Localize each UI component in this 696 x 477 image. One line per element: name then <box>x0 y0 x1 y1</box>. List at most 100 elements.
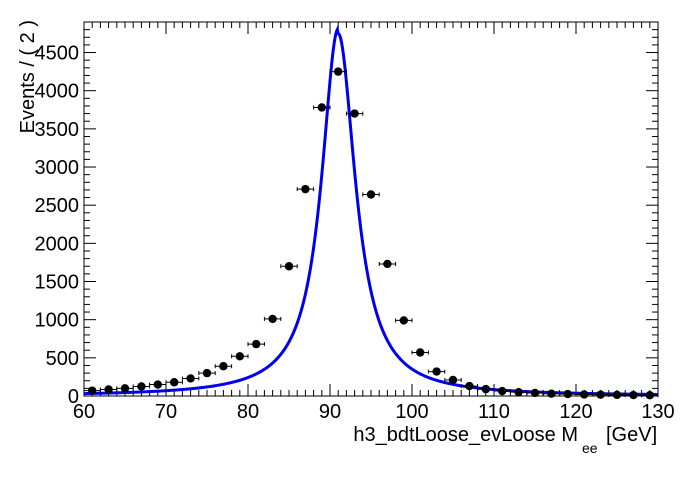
data-marker <box>448 375 458 385</box>
y-axis-tick-labels: 0 500 1000 1500 2000 2500 3000 3500 4000 4500 <box>35 43 80 408</box>
plot-frame <box>83 21 659 397</box>
x-tick-label: 130 <box>641 401 674 423</box>
data-marker <box>547 389 556 398</box>
data-point <box>444 375 462 385</box>
data-point <box>395 316 413 325</box>
x-tick-label: 80 <box>237 401 259 423</box>
data-point <box>591 390 610 399</box>
data-point <box>378 259 397 269</box>
data-point <box>132 382 151 391</box>
data-marker <box>88 386 97 395</box>
y-axis-ticks <box>84 21 658 397</box>
x-axis-tick-labels: 60 70 80 90 100 110 120 130 <box>73 401 675 423</box>
data-marker <box>235 352 244 361</box>
data-marker <box>284 262 294 271</box>
data-marker <box>219 362 228 371</box>
y-tick-label: 0 <box>68 386 79 408</box>
data-marker <box>170 378 179 387</box>
data-point <box>231 352 249 361</box>
data-point <box>329 67 347 76</box>
data-point <box>427 367 446 376</box>
data-point <box>280 262 298 271</box>
y-tick-label: 3000 <box>35 157 80 179</box>
fit-curve-layer <box>83 24 659 396</box>
data-marker <box>383 259 392 269</box>
data-marker <box>596 390 605 399</box>
data-point <box>214 362 233 371</box>
data-marker <box>252 339 261 349</box>
data-marker <box>350 109 359 118</box>
data-point <box>247 339 265 349</box>
data-point <box>116 384 134 393</box>
x-tick-label: 60 <box>73 401 95 423</box>
data-marker <box>120 384 130 393</box>
y-tick-label: 3500 <box>35 119 80 141</box>
data-point <box>313 103 331 112</box>
data-marker <box>432 367 441 376</box>
y-tick-label: 500 <box>46 348 79 370</box>
data-point <box>641 391 659 400</box>
data-point <box>575 390 593 399</box>
y-tick-label: 4500 <box>35 43 80 65</box>
data-marker <box>334 67 343 76</box>
data-marker <box>399 316 408 325</box>
data-point <box>526 388 544 398</box>
data-marker <box>465 381 474 391</box>
data-marker <box>137 382 146 391</box>
x-tick-label: 90 <box>319 401 341 423</box>
data-point <box>345 109 364 118</box>
y-tick-label: 4000 <box>35 81 80 103</box>
y-tick-label: 2500 <box>35 195 80 217</box>
data-points-layer <box>83 67 659 400</box>
data-marker <box>186 374 195 383</box>
fit-curve <box>83 24 659 396</box>
x-tick-label: 100 <box>395 401 428 423</box>
data-marker <box>481 384 490 394</box>
data-point <box>198 368 216 378</box>
data-point <box>411 348 429 357</box>
data-marker <box>530 388 540 398</box>
data-marker <box>153 380 162 389</box>
data-marker <box>268 314 277 324</box>
data-point <box>181 374 200 383</box>
data-point <box>493 386 511 396</box>
x-tick-label: 70 <box>155 401 177 423</box>
data-marker <box>317 103 326 112</box>
data-point <box>263 314 282 324</box>
data-marker <box>498 386 507 396</box>
data-marker <box>202 368 212 378</box>
data-marker <box>580 390 589 399</box>
x-axis-ticks <box>83 22 659 396</box>
data-marker <box>563 389 572 399</box>
data-point <box>542 389 561 398</box>
x-axis-label-main: h3_bdtLoose_evLoose M <box>353 424 578 446</box>
data-marker <box>416 348 425 357</box>
x-tick-label: 120 <box>559 401 592 423</box>
data-marker <box>366 190 376 199</box>
x-axis-label-subscript: ee <box>582 440 598 456</box>
x-axis-label: h3_bdtLoose_evLoose M <box>353 424 578 446</box>
y-tick-label: 1000 <box>35 310 80 332</box>
data-marker <box>301 184 310 194</box>
y-axis-label: Events / ( 2 ) <box>17 20 39 133</box>
data-point <box>559 389 577 399</box>
data-point <box>477 384 495 394</box>
data-point <box>149 380 167 389</box>
data-marker <box>629 390 638 400</box>
data-point <box>509 387 528 397</box>
x-tick-label: 110 <box>478 401 510 423</box>
data-point <box>608 390 626 400</box>
data-marker <box>612 390 622 400</box>
data-point <box>165 378 183 387</box>
data-point <box>296 184 315 194</box>
data-point <box>362 190 380 199</box>
y-tick-label: 2000 <box>35 233 80 255</box>
y-tick-label: 1500 <box>35 272 80 294</box>
x-axis-label-unit: [GeV] <box>606 424 657 446</box>
data-point <box>624 390 643 400</box>
data-marker <box>104 385 113 394</box>
data-marker <box>645 391 654 400</box>
data-marker <box>514 387 523 397</box>
